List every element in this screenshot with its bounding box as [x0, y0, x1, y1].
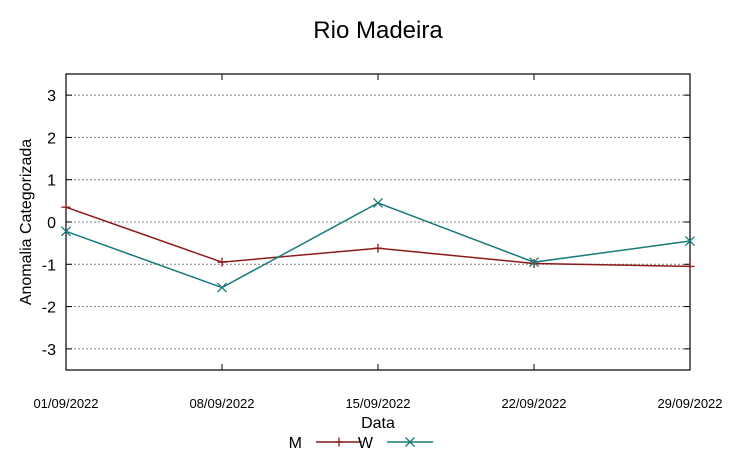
data-point-m — [217, 257, 227, 267]
data-point-w — [685, 236, 695, 246]
x-tick-label: 22/09/2022 — [501, 396, 566, 411]
legend-label-w: W — [358, 435, 374, 452]
y-tick-label: -2 — [42, 300, 56, 317]
y-tick-label: 2 — [47, 130, 56, 147]
series-line-m — [65, 206, 691, 268]
data-point-m — [61, 202, 71, 212]
y-tick-label: -1 — [42, 257, 56, 274]
data-point-m — [373, 243, 383, 253]
x-tick-label: 29/09/2022 — [657, 396, 722, 411]
y-tick-label: -3 — [42, 342, 56, 359]
x-axis-label: Data — [361, 415, 395, 432]
y-tick-label: 1 — [47, 173, 56, 190]
data-point-w — [529, 257, 539, 268]
data-point-m — [685, 261, 695, 271]
legend-label-m: M — [289, 435, 302, 452]
series-lines — [61, 198, 695, 293]
legend-marker-w — [405, 437, 415, 447]
x-tick-label: 15/09/2022 — [345, 396, 410, 411]
chart-title: Rio Madeira — [313, 17, 443, 44]
data-point-w — [373, 198, 383, 208]
y-tick-label: 3 — [47, 88, 56, 105]
grid — [66, 94, 690, 350]
data-point-m — [529, 258, 539, 268]
y-axis-label: Anomalia Categorizada — [18, 139, 35, 305]
axes: 3 2 1 0 -1 -2 -3 01/09/2022 08/09/2022 15/09/2022… — [33, 73, 723, 411]
data-point-w — [217, 282, 227, 293]
legend-marker-m — [334, 437, 344, 447]
x-tick-label: 08/09/2022 — [189, 396, 254, 411]
y-tick-label: 0 — [47, 215, 56, 232]
x-tick-label: 01/09/2022 — [33, 396, 98, 411]
plot-frame — [65, 73, 691, 371]
data-point-w — [61, 226, 71, 237]
